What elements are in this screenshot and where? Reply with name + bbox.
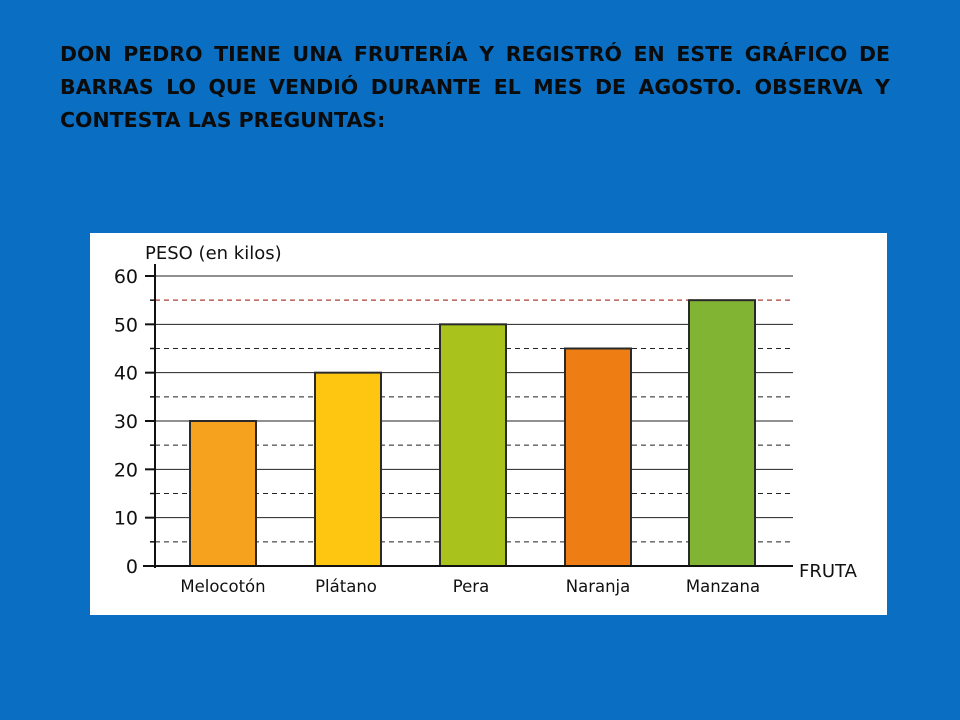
bar-chart: PESO (en kilos) FRUTA 0 10 20 30 40 50 60 Melo… bbox=[90, 233, 887, 615]
y-tick-label: 30 bbox=[114, 411, 138, 433]
y-axis-label: PESO (en kilos) bbox=[145, 243, 282, 264]
x-tick-label: Manzana bbox=[686, 577, 760, 596]
y-tick-label: 20 bbox=[114, 459, 138, 481]
x-tick-label: Plátano bbox=[315, 577, 377, 596]
x-tick-label: Naranja bbox=[566, 577, 631, 596]
y-tick-label: 10 bbox=[114, 508, 138, 530]
bar-3 bbox=[564, 347, 632, 567]
y-tick-label: 40 bbox=[114, 363, 138, 385]
y-tick-label: 50 bbox=[114, 314, 138, 336]
instruction-text: DON PEDRO TIENE UNA FRUTERÍA Y REGISTRÓ … bbox=[60, 42, 890, 132]
x-tick-labels: Melocotón Plátano Pera Naranja Manzana bbox=[180, 577, 760, 596]
x-tick-label: Pera bbox=[453, 577, 489, 596]
bars-group bbox=[189, 299, 756, 568]
bar-0 bbox=[189, 420, 257, 567]
bar-chart-svg: PESO (en kilos) FRUTA 0 10 20 30 40 50 60 Melo… bbox=[114, 243, 858, 596]
y-tick-label: 0 bbox=[126, 556, 138, 578]
y-tick-labels: 0 10 20 30 40 50 60 bbox=[114, 266, 138, 578]
x-tick-label: Melocotón bbox=[180, 577, 265, 596]
axes-group bbox=[143, 264, 793, 568]
bar-1 bbox=[314, 371, 382, 567]
bar-2 bbox=[439, 323, 507, 568]
x-axis-label: FRUTA bbox=[799, 561, 858, 582]
y-tick-label: 60 bbox=[114, 266, 138, 288]
bar-4 bbox=[688, 299, 756, 568]
